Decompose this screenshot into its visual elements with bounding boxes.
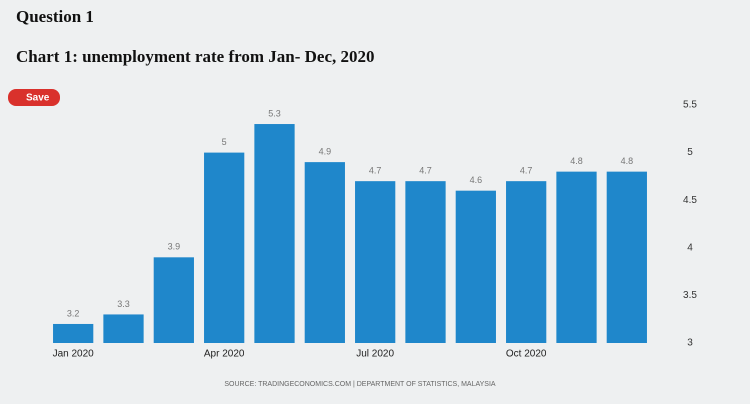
bar: [204, 152, 245, 343]
data-label: 5.3: [268, 108, 281, 118]
data-label: 4.7: [419, 166, 432, 176]
x-tick-label: Oct 2020: [506, 349, 547, 360]
save-button[interactable]: [8, 89, 60, 106]
bar: [304, 162, 345, 343]
data-label: 5: [222, 137, 227, 147]
x-tick-label: Jan 2020: [53, 349, 95, 360]
bar: [103, 314, 144, 343]
data-label: 4.9: [319, 146, 332, 156]
bar: [606, 171, 647, 343]
bar: [455, 190, 496, 343]
save-label[interactable]: Save: [26, 93, 50, 104]
data-label: 3.9: [168, 242, 181, 252]
chart-heading: Chart 1: unemployment rate from Jan- Dec…: [16, 47, 375, 66]
bar: [506, 181, 547, 343]
y-tick-label: 5: [687, 147, 693, 158]
bar: [53, 323, 94, 343]
x-tick-label: Apr 2020: [204, 349, 245, 360]
y-tick-label: 5.5: [683, 100, 697, 111]
x-tick-label: Jul 2020: [356, 349, 394, 360]
data-label: 4.8: [570, 156, 583, 166]
y-tick-label: 4: [687, 242, 693, 253]
data-label: 4.8: [621, 156, 634, 166]
question-heading: Question 1: [16, 7, 94, 26]
y-tick-label: 4.5: [683, 195, 697, 206]
data-label: 4.7: [369, 166, 382, 176]
data-label: 4.7: [520, 166, 533, 176]
y-tick-label: 3.5: [683, 290, 697, 301]
bar: [556, 171, 597, 343]
bar: [254, 124, 295, 343]
bar: [355, 181, 396, 343]
source: SOURCE: TRADINGECONOMICS.COM | DEPARTMEN…: [224, 381, 496, 388]
data-label: 3.2: [67, 308, 80, 318]
y-tick-label: 3: [687, 338, 693, 349]
data-label: 4.6: [470, 175, 483, 185]
bar: [153, 257, 194, 343]
data-label: 3.3: [117, 299, 130, 309]
bar: [405, 181, 446, 343]
